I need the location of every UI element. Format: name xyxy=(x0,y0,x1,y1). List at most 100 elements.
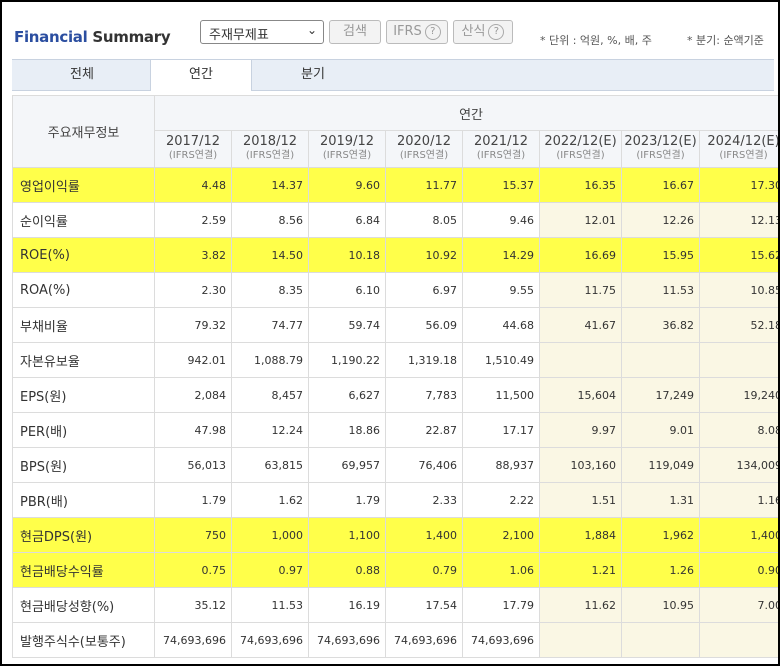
table-cell: 79.32 xyxy=(154,307,232,343)
period-basis: (IFRS연결) xyxy=(556,150,605,161)
table-cell: 2.59 xyxy=(154,202,232,238)
ifrs-button[interactable]: IFRS? xyxy=(386,20,448,44)
page-title: Financial Summary xyxy=(14,28,171,46)
table-cell: 1,190.22 xyxy=(308,342,386,378)
table-cell: 8.08 xyxy=(698,412,778,448)
table-cell: 10.92 xyxy=(385,237,463,273)
table-cell: 2.30 xyxy=(154,272,232,308)
table-cell: 8.05 xyxy=(385,202,463,238)
tab-quarterly[interactable]: 분기 xyxy=(301,67,325,82)
table-cell xyxy=(698,622,778,658)
tab-annual[interactable]: 연간 xyxy=(150,60,252,91)
table-cell: 14.37 xyxy=(231,167,309,203)
period-header: 2024/12(E) (IFRS연결) xyxy=(698,130,778,168)
table-cell: 103,160 xyxy=(539,447,622,483)
table-row: 현금DPS(원) 750 1,000 1,100 1,400 2,100 1,884 1,96… xyxy=(12,517,778,553)
table-cell: 12.24 xyxy=(231,412,309,448)
table-cell: 41.67 xyxy=(539,307,622,343)
tab-all[interactable]: 전체 xyxy=(70,67,94,82)
period-basis: (IFRS연결) xyxy=(322,150,372,161)
period-year: 2021/12 xyxy=(473,134,528,149)
table-cell: 1,400 xyxy=(698,517,778,553)
table-cell: 17.30 xyxy=(698,167,778,203)
period-year: 2023/12(E) xyxy=(624,134,697,149)
table-row: BPS(원) 56,013 63,815 69,957 76,406 88,937 103,… xyxy=(12,447,778,483)
table-cell xyxy=(621,342,700,378)
table-cell: 10.18 xyxy=(308,237,386,273)
period-year: 2017/12 xyxy=(165,134,220,149)
table-cell: 15.62 xyxy=(698,237,778,273)
table-cell: 9.60 xyxy=(308,167,386,203)
row-label: PER(배) xyxy=(12,412,155,448)
row-label: 현금배당성향(%) xyxy=(12,587,155,623)
table-cell: 9.55 xyxy=(462,272,540,308)
table-cell: 134,009 xyxy=(698,447,778,483)
table-cell: 11.53 xyxy=(621,272,700,308)
period-header: 2020/12 (IFRS연결) xyxy=(385,130,463,168)
table-cell: 1,962 xyxy=(621,517,700,553)
table-cell: 63,815 xyxy=(231,447,309,483)
table-cell: 1,319.18 xyxy=(385,342,463,378)
table-row: 부채비율 79.32 74.77 59.74 56.09 44.68 41.67 36.82 5… xyxy=(12,307,778,343)
table-cell: 1.16 xyxy=(698,482,778,518)
table-cell: 14.50 xyxy=(231,237,309,273)
row-label: EPS(원) xyxy=(12,377,155,413)
table-cell: 17.17 xyxy=(462,412,540,448)
search-button[interactable]: 검색 xyxy=(329,20,381,44)
table-cell: 1.79 xyxy=(154,482,232,518)
table-cell: 12.01 xyxy=(539,202,622,238)
table-cell xyxy=(539,342,622,378)
formula-button[interactable]: 산식? xyxy=(453,20,513,44)
table-cell: 8,457 xyxy=(231,377,309,413)
table-cell: 16.35 xyxy=(539,167,622,203)
table-cell: 6,627 xyxy=(308,377,386,413)
row-label: ROA(%) xyxy=(12,272,155,308)
table-cell: 11.77 xyxy=(385,167,463,203)
row-label: 순이익률 xyxy=(12,202,155,238)
table-cell: 17.79 xyxy=(462,587,540,623)
quarter-basis-note: * 분기: 순액기준 xyxy=(687,34,764,47)
table-cell: 1,000 xyxy=(231,517,309,553)
table-cell: 17,249 xyxy=(621,377,700,413)
period-tabs: 전체 연간 분기 xyxy=(12,59,774,91)
table-cell: 11.75 xyxy=(539,272,622,308)
table-cell: 22.87 xyxy=(385,412,463,448)
row-label: 영업이익률 xyxy=(12,167,155,203)
table-cell: 74,693,696 xyxy=(231,622,309,658)
row-label: 자본유보율 xyxy=(12,342,155,378)
table-cell: 56.09 xyxy=(385,307,463,343)
table-cell: 942.01 xyxy=(154,342,232,378)
table-cell: 74,693,696 xyxy=(308,622,386,658)
table-cell: 8.56 xyxy=(231,202,309,238)
table-cell: 12.26 xyxy=(621,202,700,238)
table-cell: 11.62 xyxy=(539,587,622,623)
table-cell xyxy=(621,622,700,658)
statement-type-select[interactable]: 주재무제표 ⌄ xyxy=(200,20,324,44)
table-cell: 0.90 xyxy=(698,552,778,588)
table-row: ROA(%) 2.30 8.35 6.10 6.97 9.55 11.75 11.53 10.8… xyxy=(12,272,778,308)
table-cell: 35.12 xyxy=(154,587,232,623)
table-cell: 36.82 xyxy=(621,307,700,343)
table-cell: 1.21 xyxy=(539,552,622,588)
table-cell: 10.95 xyxy=(621,587,700,623)
row-label: ROE(%) xyxy=(12,237,155,273)
period-year: 2019/12 xyxy=(319,134,374,149)
table-row: 영업이익률 4.48 14.37 9.60 11.77 15.37 16.35 16.67 17… xyxy=(12,167,778,203)
table-cell: 2,100 xyxy=(462,517,540,553)
table-row: PER(배) 47.98 12.24 18.86 22.87 17.17 9.97 9.01 8… xyxy=(12,412,778,448)
table-row: EPS(원) 2,084 8,457 6,627 7,783 11,500 15,604 17… xyxy=(12,377,778,413)
table-cell: 69,957 xyxy=(308,447,386,483)
table-cell: 16.19 xyxy=(308,587,386,623)
table-cell: 15.37 xyxy=(462,167,540,203)
table-row: 발행주식수(보통주) 74,693,696 74,693,696 74,693,696… xyxy=(12,622,778,658)
table-cell: 7.00 xyxy=(698,587,778,623)
period-header: 2023/12(E) (IFRS연결) xyxy=(621,130,700,168)
table-cell: 88,937 xyxy=(462,447,540,483)
table-row: ROE(%) 3.82 14.50 10.18 10.92 14.29 16.69 15.95… xyxy=(12,237,778,273)
help-icon: ? xyxy=(488,24,505,40)
row-label: 현금DPS(원) xyxy=(12,517,155,553)
period-basis: (IFRS연결) xyxy=(636,150,685,161)
table-cell: 47.98 xyxy=(154,412,232,448)
period-header: 2018/12 (IFRS연결) xyxy=(231,130,309,168)
table-cell: 9.01 xyxy=(621,412,700,448)
